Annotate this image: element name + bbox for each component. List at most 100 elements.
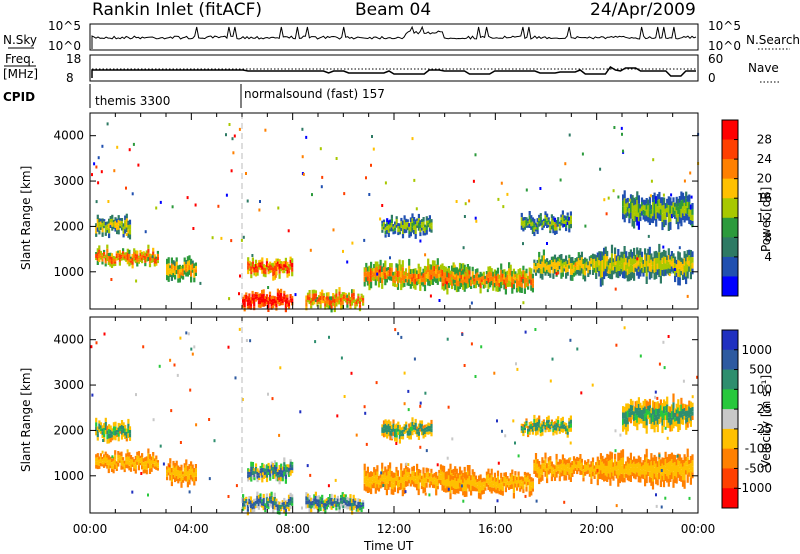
- heatmap-cell: [400, 224, 403, 228]
- heatmap-cell: [569, 257, 572, 264]
- heatmap-cell: [628, 266, 631, 274]
- heatmap-cell: [268, 291, 272, 295]
- heatmap-cell: [492, 281, 495, 287]
- heatmap-cell: [538, 419, 541, 424]
- heatmap-cell: [430, 269, 433, 275]
- heatmap-cell: [98, 218, 101, 223]
- heatmap-cell: [636, 400, 639, 408]
- heatmap-cell: [538, 251, 541, 258]
- heatmap-cell: [503, 472, 506, 476]
- heatmap-cell: [621, 457, 625, 466]
- heatmap-cell: [104, 430, 107, 435]
- heatmap-cell: [185, 272, 188, 277]
- heatmap-cell: [280, 297, 283, 302]
- heatmap-cell: [245, 172, 247, 175]
- heatmap-cell: [689, 264, 692, 272]
- heatmap-cell: [413, 229, 416, 235]
- heatmap-cell: [455, 200, 458, 203]
- heatmap-cell: [409, 426, 412, 431]
- heatmap-cell: [112, 430, 115, 436]
- heatmap-cell: [626, 197, 629, 203]
- heatmap-cell: [275, 296, 278, 301]
- heatmap-cell: [678, 411, 681, 418]
- heatmap-cell: [645, 260, 648, 269]
- heatmap-cell: [422, 435, 425, 439]
- heatmap-cell: [340, 356, 343, 360]
- heatmap-cell: [340, 497, 343, 501]
- heatmap-cell: [667, 470, 670, 479]
- heatmap-cell: [403, 487, 406, 495]
- heatmap-cell: [514, 280, 517, 284]
- heatmap-cell: [264, 128, 267, 132]
- heatmap-cell: [582, 274, 585, 280]
- heatmap-cell: [354, 306, 357, 309]
- heatmap-cell: [446, 482, 449, 487]
- heatmap-cell: [471, 271, 474, 276]
- heatmap-cell: [267, 296, 270, 301]
- heatmap-cell: [542, 218, 545, 221]
- heatmap-cell: [246, 302, 249, 307]
- heatmap-cell: [547, 222, 550, 225]
- heatmap-cell: [609, 273, 612, 280]
- heatmap-cell: [607, 454, 610, 461]
- heatmap-cell: [466, 481, 469, 485]
- heatmap-cell: [102, 439, 105, 442]
- heatmap-cell: [682, 379, 685, 383]
- heatmap-cell: [365, 486, 368, 492]
- heatmap-cell: [536, 230, 539, 234]
- heatmap-cell: [485, 280, 488, 285]
- colorbar-swatch: [722, 217, 738, 238]
- heatmap-cell: [427, 278, 430, 286]
- heatmap-cell: [147, 244, 150, 249]
- heatmap-cell: [111, 455, 114, 459]
- heatmap-cell: [190, 347, 193, 351]
- heatmap-cell: [376, 484, 379, 491]
- heatmap-cell: [424, 427, 427, 431]
- heatmap-cell: [324, 499, 327, 504]
- heatmap-cell: [129, 459, 133, 464]
- heatmap-cell: [530, 273, 533, 280]
- heatmap-cell: [144, 262, 147, 267]
- heatmap-cell: [525, 217, 528, 220]
- heatmap-cell: [139, 462, 142, 466]
- heatmap-cell: [479, 493, 482, 500]
- heatmap-cell: [134, 464, 137, 470]
- heatmap-cell: [656, 479, 659, 486]
- heatmap-cell: [309, 248, 312, 252]
- heatmap-cell: [666, 436, 669, 440]
- heatmap-cell: [270, 461, 273, 465]
- heatmap-cell: [517, 280, 520, 286]
- heatmap-cell: [114, 256, 117, 259]
- heatmap-cell: [420, 424, 424, 428]
- heatmap-cell: [470, 342, 473, 346]
- heatmap-cell: [95, 254, 98, 256]
- heatmap-cell: [558, 470, 561, 476]
- heatmap-cell: [677, 276, 680, 286]
- heatmap-cell: [574, 458, 577, 462]
- heatmap-cell: [368, 278, 371, 285]
- heatmap-cell: [114, 450, 117, 455]
- heatmap-cell: [596, 262, 599, 268]
- heatmap-cell: [631, 271, 634, 279]
- heatmap-cell: [101, 425, 104, 429]
- heatmap-cell: [406, 282, 409, 286]
- heatmap-cell: [384, 223, 387, 228]
- heatmap-cell: [498, 274, 501, 279]
- heatmap-cell: [428, 473, 431, 477]
- heatmap-cell: [563, 458, 566, 464]
- heatmap-cell: [433, 472, 436, 477]
- heatmap-cell: [142, 465, 145, 470]
- heatmap-cell: [270, 267, 273, 271]
- heatmap-cell: [395, 480, 398, 486]
- heatmap-cell: [672, 419, 675, 429]
- heatmap-cell: [262, 289, 265, 294]
- heatmap-cell: [527, 472, 530, 476]
- heatmap-cell: [153, 461, 156, 464]
- heatmap-cell: [392, 279, 395, 283]
- heatmap-cell: [382, 428, 386, 433]
- heatmap-cell: [522, 224, 525, 228]
- heatmap-cell: [520, 212, 523, 218]
- heatmap-cell: [110, 260, 114, 265]
- heatmap-cell: [377, 275, 381, 282]
- heatmap-cell: [457, 280, 460, 287]
